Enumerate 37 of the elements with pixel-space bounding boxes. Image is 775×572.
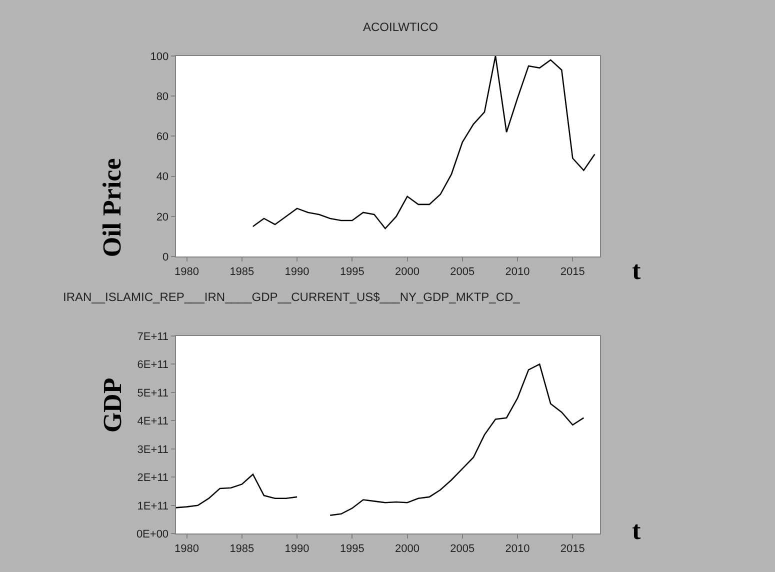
y-tick-label: 20 [156,211,169,224]
y-tick-label: 60 [156,131,169,144]
y-tick-label: 7E+11 [137,330,169,343]
x-axis-title: t [632,516,641,545]
x-tick-label: 2005 [450,266,475,278]
y-tick-label: 100 [150,50,169,63]
x-tick-label: 2010 [505,266,530,278]
y-tick-label: 80 [156,90,169,103]
x-tick-label: 2000 [395,266,420,278]
y-tick-label: 3E+11 [137,444,169,456]
x-tick-label: 1985 [230,542,254,555]
x-tick-label: 2015 [560,266,585,278]
x-tick-label: 1995 [340,266,364,278]
y-tick-label: 40 [156,171,169,184]
y-tick-label: 0E+00 [136,528,169,541]
chart-title: ACOILWTICO [363,20,438,34]
y-tick-label: 4E+11 [137,416,169,428]
x-tick-label: 1980 [174,542,200,555]
x-tick-label: 1980 [174,266,200,278]
y-axis-title: GDP [98,378,128,433]
line-series [252,56,596,230]
y-tick-label: 0 [162,251,169,264]
x-tick-label: 1990 [284,542,310,555]
x-axis-title: t [632,256,641,285]
x-tick-label: 2005 [450,542,475,555]
y-tick-label: 5E+11 [137,387,169,400]
x-tick-label: 2000 [395,542,420,555]
chart-title: IRAN__ISLAMIC_REP___IRN____GDP__CURRENT_US$___NY_GDP_MKTP_CD_ [63,290,520,304]
y-tick-label: 1E+11 [137,500,169,512]
x-tick-label: 1995 [340,542,364,555]
y-tick-label: 6E+11 [137,359,169,372]
x-tick-label: 2015 [560,542,585,555]
x-tick-label: 2010 [505,542,530,555]
y-tick-label: 2E+11 [137,472,169,484]
x-tick-label: 1985 [230,266,254,278]
y-axis-title: Oil Price [98,158,127,258]
x-tick-label: 1990 [284,266,310,278]
